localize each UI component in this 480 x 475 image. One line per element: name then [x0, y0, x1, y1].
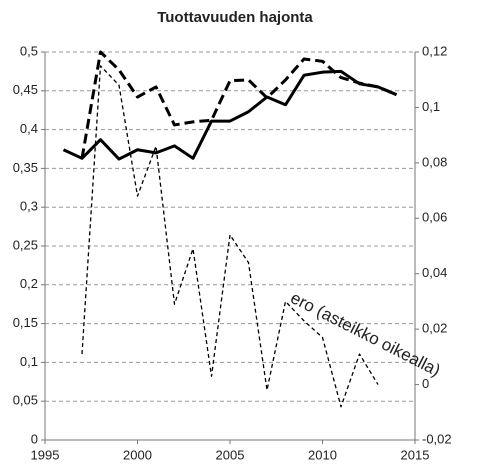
line-series — [80, 50, 398, 159]
x-tick-label: 2015 — [401, 447, 430, 462]
x-tick-label: 2010 — [308, 447, 337, 462]
annotation: ero (asteikko oikealla) — [287, 288, 443, 380]
y-tick-label: 0,15 — [13, 315, 38, 330]
y-tick-label: 0 — [31, 431, 38, 446]
y2-tick-label: 0,04 — [422, 265, 447, 280]
y-tick-label: 0,2 — [20, 276, 38, 291]
y-tick-label: 0,25 — [13, 237, 38, 252]
chart-title: Tuottavuuden hajonta — [157, 9, 313, 26]
y2-tick-label: 0,1 — [422, 99, 440, 114]
y-tick-label: 0,1 — [20, 354, 38, 369]
y2-tick-label: -0,02 — [422, 431, 452, 446]
y2-tick-label: 0,06 — [422, 210, 447, 225]
x-tick-label: 2000 — [123, 447, 152, 462]
y-tick-label: 0,3 — [20, 199, 38, 214]
x-tick-label: 2005 — [216, 447, 245, 462]
line-series — [62, 69, 398, 161]
line-series — [81, 65, 379, 408]
y2-tick-label: 0,08 — [422, 154, 447, 169]
y2-tick-label: 0 — [422, 376, 429, 391]
x-tick-label: 1995 — [31, 447, 60, 462]
y-tick-label: 0,35 — [13, 160, 38, 175]
y-tick-label: 0,5 — [20, 43, 38, 58]
y-tick-label: 0,4 — [20, 121, 38, 136]
y2-tick-label: 0,02 — [422, 321, 447, 336]
y-tick-label: 0,05 — [13, 393, 38, 408]
y-tick-label: 0,45 — [13, 82, 38, 97]
y2-tick-label: 0,12 — [422, 43, 447, 58]
